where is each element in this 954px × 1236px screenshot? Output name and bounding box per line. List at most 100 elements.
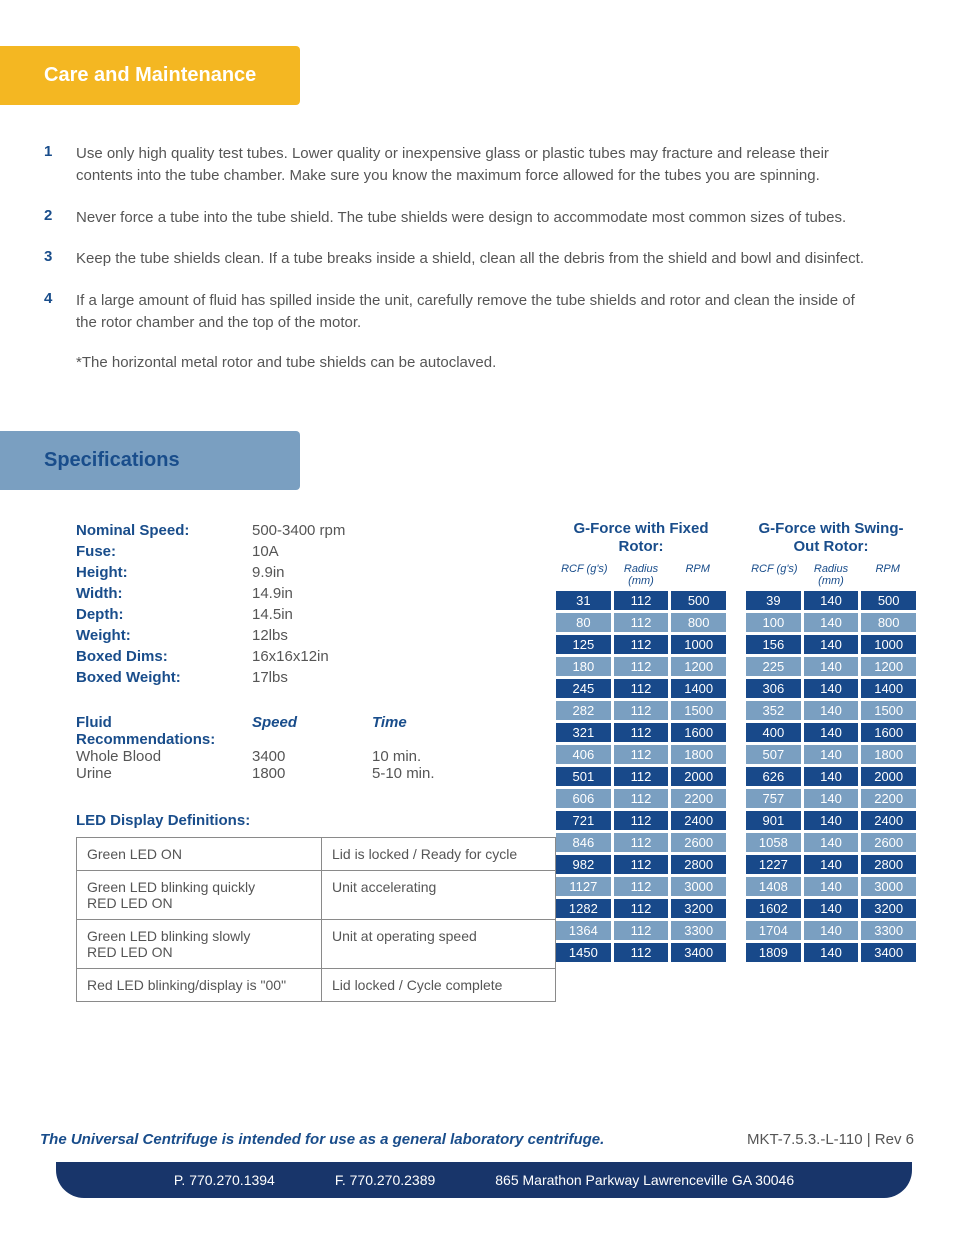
gforce-row: 6261402000 bbox=[746, 767, 916, 786]
gforce-row: 100140800 bbox=[746, 613, 916, 632]
specs-left: Nominal Speed:500-3400 rpmFuse:10AHeight… bbox=[76, 520, 556, 1002]
led-state: Red LED blinking/display is "00" bbox=[77, 968, 322, 1001]
gforce-radius: 112 bbox=[614, 745, 669, 764]
gforce-rcf: 982 bbox=[556, 855, 611, 874]
gforce-rcf: 352 bbox=[746, 701, 801, 720]
led-meaning: Unit accelerating bbox=[322, 870, 556, 919]
gforce-rcf: 125 bbox=[556, 635, 611, 654]
spec-value: 10A bbox=[252, 541, 279, 562]
gforce-rpm: 1800 bbox=[671, 745, 726, 764]
led-row: Green LED blinking slowlyRED LED ONUnit … bbox=[77, 919, 556, 968]
gforce-rpm: 2600 bbox=[671, 833, 726, 852]
care-item: 3Keep the tube shields clean. If a tube … bbox=[44, 248, 874, 270]
gforce-row: 2451121400 bbox=[556, 679, 726, 698]
gforce-radius: 112 bbox=[614, 877, 669, 896]
gforce-radius: 140 bbox=[804, 723, 859, 742]
fluid-table: Fluid Recommendations: Speed Time Whole … bbox=[76, 688, 556, 782]
care-num: 4 bbox=[44, 290, 76, 334]
gforce-row: 5071401800 bbox=[746, 745, 916, 764]
spec-value: 17lbs bbox=[252, 667, 288, 688]
gforce-col-hdrs: RCF (g's) Radius (mm) RPM bbox=[556, 563, 726, 587]
gforce-radius: 140 bbox=[804, 877, 859, 896]
footer-note: The Universal Centrifuge is intended for… bbox=[40, 1131, 914, 1148]
gforce-rcf: 39 bbox=[746, 591, 801, 610]
care-item: 2Never force a tube into the tube shield… bbox=[44, 207, 874, 229]
gforce-row: 17041403300 bbox=[746, 921, 916, 940]
gforce-rcf: 282 bbox=[556, 701, 611, 720]
spec-row: Boxed Dims:16x16x12in bbox=[76, 646, 556, 667]
gforce-fixed: G-Force with Fixed Rotor: RCF (g's) Radi… bbox=[556, 520, 726, 1002]
care-num: 2 bbox=[44, 207, 76, 229]
gforce-row: 9821122800 bbox=[556, 855, 726, 874]
gforce-radius: 140 bbox=[804, 635, 859, 654]
gforce-row: 5011122000 bbox=[556, 767, 726, 786]
gforce-radius: 112 bbox=[614, 833, 669, 852]
gforce-rcf: 846 bbox=[556, 833, 611, 852]
care-item: 4If a large amount of fluid has spilled … bbox=[44, 290, 874, 334]
spec-row: Boxed Weight:17lbs bbox=[76, 667, 556, 688]
care-text: If a large amount of fluid has spilled i… bbox=[76, 290, 874, 334]
gforce-rcf: 1450 bbox=[556, 943, 611, 962]
gforce-rpm: 1000 bbox=[671, 635, 726, 654]
gforce-radius: 140 bbox=[804, 701, 859, 720]
footer-bar: P. 770.270.1394 F. 770.270.2389 865 Mara… bbox=[56, 1162, 912, 1198]
gforce-rpm: 800 bbox=[861, 613, 916, 632]
gforce-row: 4061121800 bbox=[556, 745, 726, 764]
gforce-row: 18091403400 bbox=[746, 943, 916, 962]
care-num: 3 bbox=[44, 248, 76, 270]
care-note: *The horizontal metal rotor and tube shi… bbox=[76, 354, 874, 371]
gforce-row: 12821123200 bbox=[556, 899, 726, 918]
gforce-rpm: 2200 bbox=[671, 789, 726, 808]
gforce-rcf: 31 bbox=[556, 591, 611, 610]
gforce-rcf: 1058 bbox=[746, 833, 801, 852]
gforce-swing: G-Force with Swing-Out Rotor: RCF (g's) … bbox=[746, 520, 916, 1002]
spec-value: 16x16x12in bbox=[252, 646, 329, 667]
gforce-row: 80112800 bbox=[556, 613, 726, 632]
gforce-rcf: 400 bbox=[746, 723, 801, 742]
gforce-radius: 112 bbox=[614, 657, 669, 676]
gforce-rcf: 1602 bbox=[746, 899, 801, 918]
gforce-rpm: 500 bbox=[861, 591, 916, 610]
spec-label: Boxed Weight: bbox=[76, 667, 252, 688]
gforce-radius: 112 bbox=[614, 635, 669, 654]
spec-row: Nominal Speed:500-3400 rpm bbox=[76, 520, 556, 541]
gforce-radius: 112 bbox=[614, 943, 669, 962]
gforce-rpm: 1000 bbox=[861, 635, 916, 654]
gforce-rpm: 800 bbox=[671, 613, 726, 632]
gforce-radius: 140 bbox=[804, 591, 859, 610]
gforce-row: 16021403200 bbox=[746, 899, 916, 918]
care-num: 1 bbox=[44, 143, 76, 187]
spec-value: 12lbs bbox=[252, 625, 288, 646]
gforce-row: 10581402600 bbox=[746, 833, 916, 852]
gforce-radius: 112 bbox=[614, 767, 669, 786]
gforce-rpm: 2400 bbox=[671, 811, 726, 830]
gforce-rpm: 2000 bbox=[671, 767, 726, 786]
spec-label: Boxed Dims: bbox=[76, 646, 252, 667]
gforce-row: 14081403000 bbox=[746, 877, 916, 896]
gforce-rpm: 2400 bbox=[861, 811, 916, 830]
led-title: LED Display Definitions: bbox=[76, 812, 556, 829]
spec-label: Nominal Speed: bbox=[76, 520, 252, 541]
led-state: Green LED blinking quicklyRED LED ON bbox=[77, 870, 322, 919]
gforce-row: 11271123000 bbox=[556, 877, 726, 896]
gforce-rcf: 1227 bbox=[746, 855, 801, 874]
gforce-rcf: 757 bbox=[746, 789, 801, 808]
gforce-rcf: 1809 bbox=[746, 943, 801, 962]
led-row: Red LED blinking/display is "00"Lid lock… bbox=[77, 968, 556, 1001]
gforce-radius: 140 bbox=[804, 855, 859, 874]
gforce-radius: 112 bbox=[614, 789, 669, 808]
gforce-radius: 140 bbox=[804, 613, 859, 632]
gforce-row: 7211122400 bbox=[556, 811, 726, 830]
gforce-rcf: 1282 bbox=[556, 899, 611, 918]
gforce-rpm: 2600 bbox=[861, 833, 916, 852]
fluid-speed: 1800 bbox=[252, 765, 372, 782]
gforce-fixed-title: G-Force with Fixed Rotor: bbox=[556, 520, 726, 558]
gforce-col-hdrs: RCF (g's) Radius (mm) RPM bbox=[746, 563, 916, 587]
gforce-radius: 140 bbox=[804, 833, 859, 852]
footer-address: 865 Marathon Parkway Lawrenceville GA 30… bbox=[495, 1172, 794, 1188]
gforce-rpm: 3200 bbox=[861, 899, 916, 918]
spec-label: Width: bbox=[76, 583, 252, 604]
gforce-rpm: 1600 bbox=[671, 723, 726, 742]
fluid-speed: 3400 bbox=[252, 748, 372, 765]
fluid-time: 10 min. bbox=[372, 748, 472, 765]
